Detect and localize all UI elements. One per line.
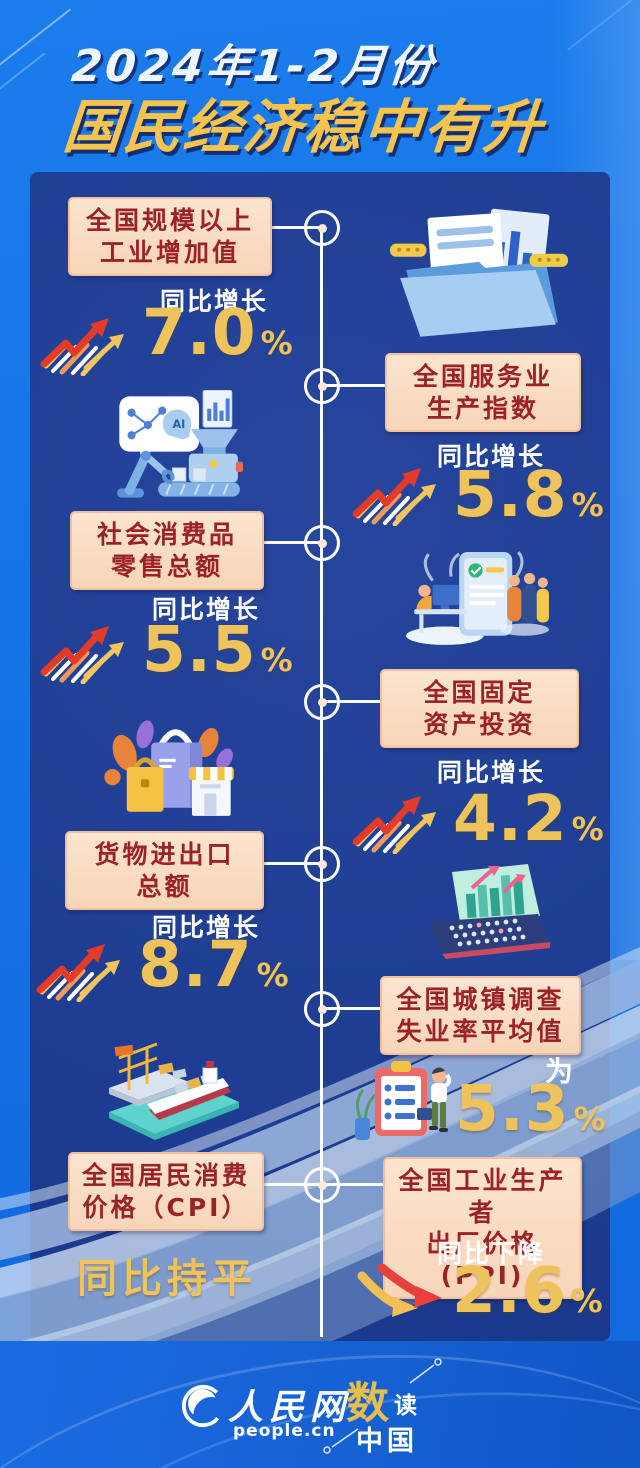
indicator-label-line: 工业增加值 [99,237,240,267]
timeline-node [304,1167,340,1203]
indicator-value: 5.3 % [455,1072,606,1145]
value-unit: % [573,1100,606,1138]
timeline-connector [322,384,386,387]
value-unit: % [571,810,604,848]
value-unit: % [571,486,604,524]
indicator-label-fixed-asset-investment: 全国固定 资产投资 [380,669,579,748]
clipboard-person-illustration [355,1061,452,1140]
corner-line-decoration [0,8,72,66]
rising-arrows-icon [40,316,140,376]
indicator-label-line: 全国规模以上 [85,206,254,235]
people-cn-domain: people.cn [233,1421,336,1441]
value-number: 8.7 [138,928,253,1001]
circuit-dots-decoration [323,1428,359,1454]
timeline-node [304,684,340,720]
indicator-label-line: 全国工业生产者 [398,1166,567,1227]
change-direction-label: 为 [544,1055,575,1088]
timeline-node [304,846,340,882]
indicator-value: 5.8 % [453,458,604,531]
change-direction-label: 同比增长 [159,287,268,316]
indicator-label-goods-trade: 货物进出口 总额 [65,831,264,910]
falling-arrows-icon [356,1264,448,1322]
cpi-flat-label: 同比持平 [77,1256,257,1302]
timeline-connector [322,700,382,703]
footer: 人民网 people.cn 数 读 中国 [0,1341,640,1468]
value-number: 7.0 [142,296,257,369]
change-direction-label: 同比增长 [151,913,260,942]
rising-arrows-icon [352,794,452,854]
timeline-node [304,210,340,246]
rising-arrows-icon [40,624,140,684]
indicator-label-industrial-added-value: 全国规模以上 工业增加值 [68,197,272,276]
indicator-label-line: 失业率平均值 [396,1016,565,1046]
circuit-dots-decoration [409,1358,442,1384]
indicator-value: 4.2 % [453,782,604,855]
indicator-label-line: 资产投资 [423,709,536,739]
timeline-connector [260,541,322,544]
value-number: 5.8 [453,458,568,531]
change-direction-label: 同比下降 [436,1239,545,1268]
port-ship-illustration [109,1042,239,1140]
people-cn-logo-text: 人民网 [228,1388,352,1428]
indicator-label-line: 货物进出口 [94,840,235,869]
indicator-label-ppi: 全国工业生产者 出厂价格(PPI) [383,1157,582,1299]
value-unit: % [570,1282,603,1320]
laptop-chart-illustration [428,864,550,959]
timeline-connector [260,1183,322,1186]
ai-factory-illustration: AI [117,390,243,498]
rising-arrows-icon [36,942,136,1002]
indicator-label-line: 零售总额 [110,551,223,581]
change-direction-label: 同比增长 [436,442,545,471]
indicator-label-line: 出厂价格(PPI) [426,1229,539,1290]
value-number: 4.2 [453,782,568,855]
indicator-label-line: 全国城镇调查 [396,985,565,1014]
timeline-node [304,991,340,1027]
value-number: 5.3 [455,1072,570,1145]
shopping-bags-illustration [104,720,234,816]
brand-char-main: 数 [346,1379,389,1429]
timeline-connector [260,862,322,865]
timeline-connector [267,226,322,229]
indicator-label-cpi: 全国居民消费 价格（CPI） [68,1152,264,1231]
indicator-label-line: 全国服务业 [412,362,553,391]
indicator-label-line: 全国固定 [423,678,536,707]
timeline-line [320,228,323,1337]
poster-main-title: 国民经济稳中有升 [60,93,547,161]
timeline-node [304,525,340,561]
indicator-label-unemployment-rate: 全国城镇调查 失业率平均值 [380,976,581,1055]
indicator-label-line: 生产指数 [426,393,539,423]
folder-documents-illustration [390,208,568,337]
change-direction-label: 同比增长 [151,595,260,624]
brand-line2: 中国 [356,1426,418,1457]
value-unit: % [260,324,293,362]
indicator-label-line: 价格（CPI） [82,1192,250,1222]
indicator-value: 5.5 % [142,613,293,686]
change-direction-label: 同比增长 [436,758,545,787]
value-unit: % [260,641,293,679]
rising-arrows-icon [352,466,452,526]
timeline-node [304,368,340,404]
svg-text:AI: AI [172,418,185,431]
value-number: 5.5 [142,613,257,686]
timeline-connector [322,1183,384,1186]
people-cn-logo-icon [181,1384,225,1428]
office-people-illustration [406,551,549,645]
indicator-label-line: 总额 [136,871,193,901]
indicator-value: 7.0 % [142,296,293,369]
timeline-connector [322,1007,382,1010]
indicator-label-retail-sales: 社会消费品 零售总额 [70,511,264,590]
indicator-value: 8.7 % [138,928,289,1001]
shudu-zhongguo-logo: 数 读 中国 [323,1358,456,1459]
value-number: 2.6 [452,1254,567,1327]
brand-char-sub: 读 [394,1393,417,1419]
value-unit: % [256,956,289,994]
indicator-value: 2.6 % [452,1254,603,1327]
indicator-label-services-index: 全国服务业 生产指数 [385,353,581,432]
indicator-label-line: 社会消费品 [96,520,237,549]
indicator-label-line: 全国居民消费 [81,1161,250,1190]
